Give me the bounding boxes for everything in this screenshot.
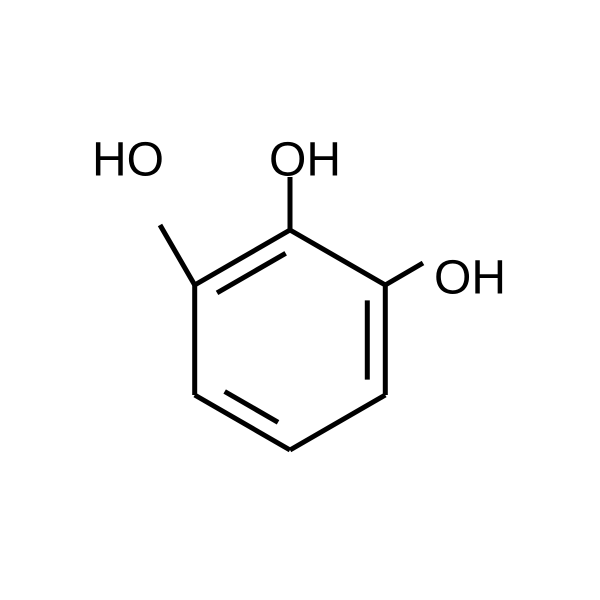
hydroxyl-label: HO — [92, 133, 164, 188]
bond-layer — [0, 0, 600, 600]
ring-double-inner — [217, 253, 286, 293]
substituent-bond — [385, 263, 423, 285]
hydroxyl-label: OH — [434, 251, 506, 306]
chemical-structure-diagram: HO OH OH — [0, 0, 600, 600]
hydroxyl-label: OH — [269, 133, 341, 188]
ring-bond — [290, 395, 385, 450]
substituent-bond — [160, 225, 195, 285]
ring-bond — [290, 230, 385, 285]
